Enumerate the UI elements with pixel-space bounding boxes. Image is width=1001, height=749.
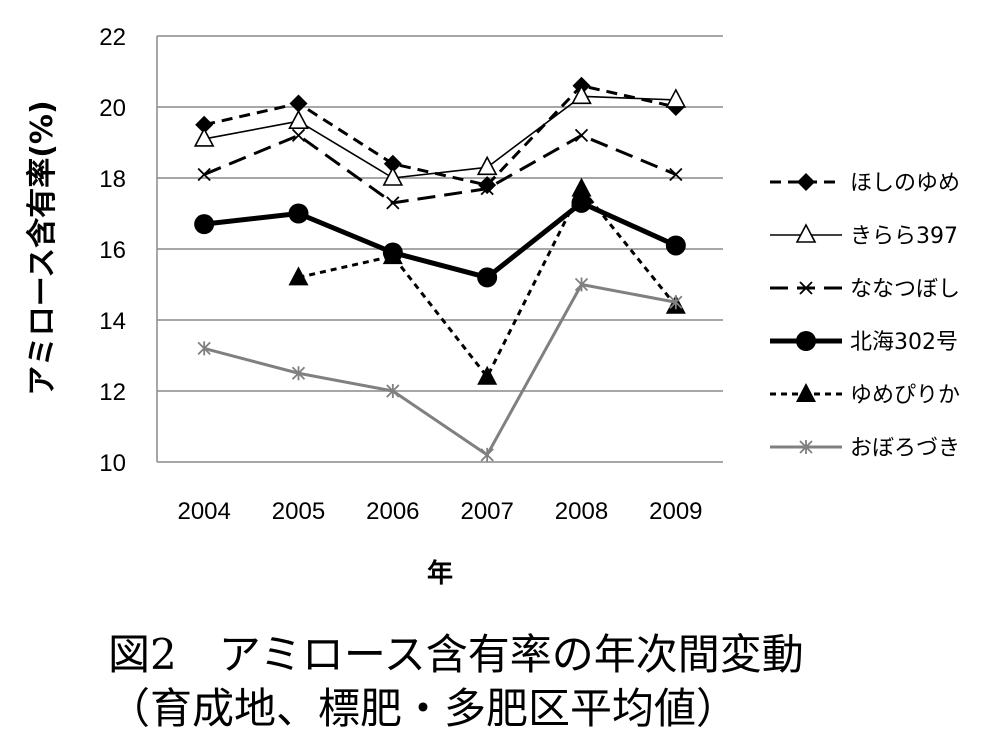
data-point [669,295,683,310]
legend-label: ほしのゆめ [850,171,960,196]
legend-item: ななつぼし [770,277,960,302]
data-point [288,109,309,129]
y-tick-labels: 10 12 14 16 18 20 22 [99,24,126,477]
y-axis-label: アミロース含有率(%) [25,100,60,395]
data-point [571,192,592,213]
data-point [476,155,498,176]
data-point [197,341,211,356]
grid-lines [156,35,723,463]
series-line [203,84,677,187]
legend-item: きらら397 [770,223,958,249]
legend-marker [796,331,816,351]
series-layer [193,76,687,462]
data-point [574,277,589,292]
legend-item: 北海302号 [770,330,958,355]
data-point [382,245,403,265]
legend-marker [796,383,816,402]
series-line [204,95,676,179]
x-tick-labels: 2004 2005 2006 2007 2008 2009 [177,498,702,525]
data-point [574,128,589,143]
data-point [197,167,211,182]
data-point [477,267,498,288]
caption-line-1: 図2 アミロース含有率の年次間変動 [108,630,804,679]
data-point [386,196,400,210]
legend-label: きらら397 [850,224,958,249]
series-line [203,283,677,457]
data-point [193,127,215,147]
data-point [665,88,687,108]
legend-label: 北海302号 [850,330,958,355]
y-tick-label: 20 [99,95,126,122]
legend-item: ゆめぴりか [770,383,960,408]
series-line [298,187,678,379]
data-point [291,366,306,381]
x-tick-label: 2005 [272,498,325,525]
legend-label: ゆめぴりか [850,383,960,408]
legend-marker [797,173,815,191]
y-tick-label: 10 [99,450,126,477]
series-2 [193,84,687,186]
data-point [288,203,309,224]
data-point [194,214,215,235]
data-point [382,166,404,186]
y-tick-label: 12 [99,379,126,406]
y-tick-label: 18 [99,166,126,193]
data-point [669,167,683,182]
x-axis-label: 年 [427,558,453,589]
data-point [289,94,308,113]
data-point [480,447,494,462]
y-tick-label: 14 [99,308,126,335]
legend-label: おぼろづき [850,436,960,461]
data-point [288,266,309,286]
series-line [203,133,677,205]
series-4 [194,192,686,288]
legend-marker [795,223,817,243]
data-point [477,365,498,385]
series-1 [195,76,685,195]
data-point [571,177,592,197]
data-point [383,154,402,173]
y-tick-label: 22 [99,24,126,51]
data-point [480,182,494,196]
legend-marker [799,440,813,454]
x-tick-label: 2007 [460,498,513,525]
x-tick-label: 2006 [366,498,419,525]
data-point [386,384,400,398]
y-tick-label: 16 [99,237,126,264]
legend-item: おぼろづき [770,436,960,461]
x-tick-label: 2004 [177,498,230,525]
legend-label: ななつぼし [850,277,960,302]
legend-marker [799,281,813,295]
legend-item: ほしのゆめ [770,171,960,196]
x-tick-label: 2009 [649,498,702,525]
data-point [291,128,306,143]
figure-caption: 図2 アミロース含有率の年次間変動 （育成地、標肥・多肥区平均値） [108,628,988,736]
caption-line-2: （育成地、標肥・多肥区平均値） [108,684,739,733]
series-3 [197,128,683,210]
series-6 [197,277,683,462]
data-point [571,84,592,105]
data-point [195,115,214,134]
data-point [665,235,686,256]
x-tick-label: 2008 [555,498,608,525]
series-line [203,200,677,280]
